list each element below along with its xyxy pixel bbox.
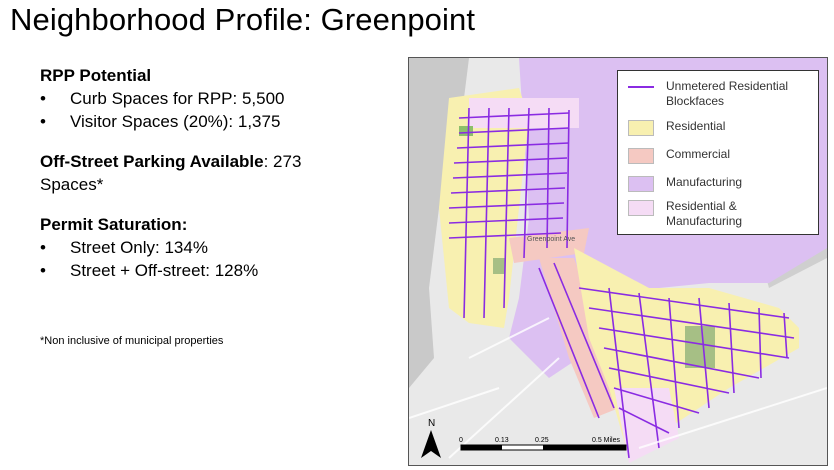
scale-bar-seg bbox=[461, 445, 502, 450]
commercial-swatch bbox=[628, 148, 654, 164]
legend-item-resman: Residential & Manufacturing bbox=[628, 199, 742, 229]
legend-item-manufacturing: Manufacturing bbox=[628, 175, 742, 192]
north-arrow-icon bbox=[421, 430, 441, 458]
permit-item: • Street + Off-street: 128% bbox=[40, 261, 259, 280]
scale-tick-2: 0.25 bbox=[535, 437, 549, 444]
offstreet-line: Off-Street Parking Available: 273 bbox=[40, 152, 302, 171]
scale-tick-3: 0.5 Miles bbox=[592, 437, 621, 444]
legend-item-residential: Residential bbox=[628, 119, 725, 136]
bullet-icon: • bbox=[40, 261, 46, 280]
offstreet-line2: Spaces* bbox=[40, 175, 104, 194]
commercial-corridor-1 bbox=[509, 228, 589, 263]
residential-swatch bbox=[628, 120, 654, 136]
bullet-icon: • bbox=[40, 89, 46, 108]
north-label: N bbox=[428, 418, 435, 429]
park bbox=[459, 126, 473, 136]
resman-zone bbox=[469, 98, 579, 128]
scale-tick-1: 0.13 bbox=[495, 437, 509, 444]
resman-swatch bbox=[628, 200, 654, 216]
park bbox=[685, 326, 715, 368]
bullet-icon: • bbox=[40, 238, 46, 257]
blockface-swatch bbox=[628, 86, 654, 88]
legend-item-commercial: Commercial bbox=[628, 147, 730, 164]
river-water bbox=[409, 58, 469, 388]
page-title: Neighborhood Profile: Greenpoint bbox=[10, 2, 476, 37]
streets bbox=[409, 317, 827, 459]
unmetered-blockfaces bbox=[448, 107, 795, 459]
permit-item: • Street Only: 134% bbox=[40, 238, 208, 257]
footnote: *Non inclusive of municipal properties bbox=[40, 335, 224, 347]
scale-tick-0: 0 bbox=[459, 437, 463, 444]
resman-zone-south bbox=[614, 388, 679, 463]
map-legend: Unmetered Residential Blockfaces Resident… bbox=[617, 70, 819, 235]
street-label: Greenpoint Ave bbox=[527, 236, 575, 243]
bullet-icon: • bbox=[40, 112, 46, 131]
rpp-heading: RPP Potential bbox=[40, 66, 152, 85]
rpp-item: • Curb Spaces for RPP: 5,500 bbox=[40, 89, 285, 108]
legend-item-unmetered: Unmetered Residential Blockfaces bbox=[628, 79, 788, 109]
rpp-item: • Visitor Spaces (20%): 1,375 bbox=[40, 112, 281, 131]
stats-panel: RPP Potential • Curb Spaces for RPP: 5,50… bbox=[40, 64, 400, 282]
commercial-corridor-2 bbox=[539, 258, 619, 418]
park bbox=[493, 258, 505, 274]
scale-bar-seg bbox=[543, 445, 626, 450]
manufacturing-swatch bbox=[628, 176, 654, 192]
permit-heading: Permit Saturation: bbox=[40, 215, 188, 234]
